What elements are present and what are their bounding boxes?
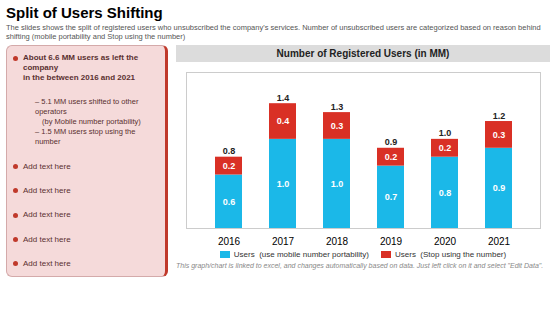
svg-text:0.7: 0.7 <box>385 192 398 202</box>
svg-text:0.8: 0.8 <box>223 146 236 156</box>
html-text:Add text here: Add text here <box>23 186 71 195</box>
svg-text:1.3: 1.3 <box>331 102 344 112</box>
html-text:Add text here: Add text here <box>23 210 71 220</box>
svg-text:2018: 2018 <box>326 236 349 247</box>
svg-text:0.2: 0.2 <box>385 152 398 162</box>
html-text:About 6.6 MM users as left the: About 6.6 MM users as left the company <box>23 53 139 72</box>
html-text:– 1.5 MM users stop using the: – 1.5 MM users stop using the number <box>35 127 136 147</box>
html-text:Add text here: Add text here <box>23 259 71 268</box>
html-text:This graph/chart is linked to: This graph/chart is linked to excel, and… <box>176 262 544 269</box>
html-text:Number of Registered Users (in: Number of Registered Users (in MM) <box>276 48 450 59</box>
html-text:(by Mobile number portability): (by Mobile number portability) <box>42 117 141 127</box>
svg-text:1.4: 1.4 <box>277 93 290 103</box>
svg-text:0.8: 0.8 <box>439 188 452 198</box>
svg-text:0.2: 0.2 <box>439 143 452 153</box>
html-text:Add text here: Add text here <box>23 234 71 244</box>
html-text:Add text here: Add text here <box>23 161 71 171</box>
svg-text:0.3: 0.3 <box>331 121 344 131</box>
svg-text:0.6: 0.6 <box>223 197 236 207</box>
svg-text:2020: 2020 <box>434 236 457 247</box>
svg-text:0.4: 0.4 <box>277 116 290 126</box>
svg-text:0.9: 0.9 <box>385 137 398 147</box>
html-text:Users (Stop using the number): Users (Stop using the number) <box>395 250 507 259</box>
svg-text:0.2: 0.2 <box>223 161 236 171</box>
svg-text:1.0: 1.0 <box>439 128 452 138</box>
svg-text:2016: 2016 <box>218 236 241 247</box>
svg-text:1.0: 1.0 <box>331 179 344 189</box>
html-text:The slides shows the split of: The slides shows the split of registered… <box>6 23 541 41</box>
html-text:– 5.1 MM users shifted to othe: – 5.1 MM users shifted to other operator… <box>35 97 139 117</box>
svg-text:1.2: 1.2 <box>493 111 506 121</box>
svg-text:2019: 2019 <box>380 236 403 247</box>
html-text:in the between 2016 and 2021: in the between 2016 and 2021 <box>23 73 135 82</box>
svg-text:2021: 2021 <box>488 236 511 247</box>
svg-text:0.3: 0.3 <box>493 130 506 140</box>
svg-text:1.0: 1.0 <box>277 179 290 189</box>
svg-text:2017: 2017 <box>272 236 295 247</box>
html-text:Split of Users Shifting: Split of Users Shifting <box>6 4 163 21</box>
html-text:Users (use mobile number porta: Users (use mobile number portability) <box>233 250 369 259</box>
svg-text:0.9: 0.9 <box>493 183 506 193</box>
